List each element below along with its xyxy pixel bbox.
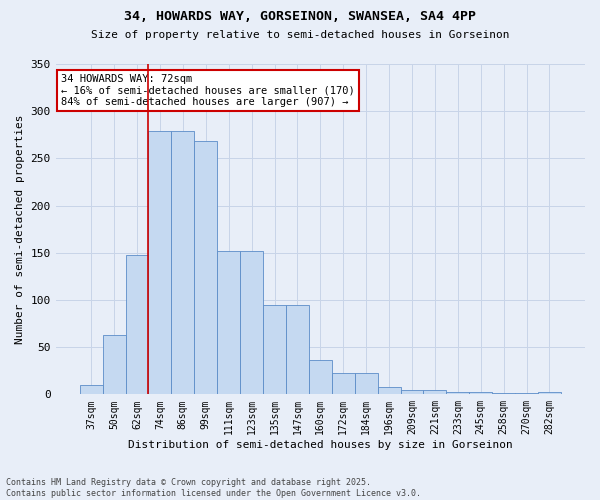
X-axis label: Distribution of semi-detached houses by size in Gorseinon: Distribution of semi-detached houses by … bbox=[128, 440, 513, 450]
Bar bbox=[263, 304, 286, 394]
Bar bbox=[240, 251, 263, 394]
Bar bbox=[80, 385, 103, 394]
Bar bbox=[194, 142, 217, 394]
Text: 34, HOWARDS WAY, GORSEINON, SWANSEA, SA4 4PP: 34, HOWARDS WAY, GORSEINON, SWANSEA, SA4… bbox=[124, 10, 476, 23]
Bar bbox=[286, 304, 309, 394]
Bar bbox=[217, 251, 240, 394]
Bar bbox=[538, 392, 561, 394]
Bar bbox=[377, 387, 401, 394]
Text: Contains HM Land Registry data © Crown copyright and database right 2025.
Contai: Contains HM Land Registry data © Crown c… bbox=[6, 478, 421, 498]
Bar bbox=[469, 392, 492, 394]
Bar bbox=[309, 360, 332, 394]
Text: Size of property relative to semi-detached houses in Gorseinon: Size of property relative to semi-detach… bbox=[91, 30, 509, 40]
Bar bbox=[172, 131, 194, 394]
Bar bbox=[125, 254, 148, 394]
Bar bbox=[103, 335, 125, 394]
Bar bbox=[446, 392, 469, 394]
Bar bbox=[332, 372, 355, 394]
Bar bbox=[424, 390, 446, 394]
Text: 34 HOWARDS WAY: 72sqm
← 16% of semi-detached houses are smaller (170)
84% of sem: 34 HOWARDS WAY: 72sqm ← 16% of semi-deta… bbox=[61, 74, 355, 107]
Bar bbox=[148, 131, 172, 394]
Bar bbox=[355, 372, 377, 394]
Bar bbox=[401, 390, 424, 394]
Y-axis label: Number of semi-detached properties: Number of semi-detached properties bbox=[15, 114, 25, 344]
